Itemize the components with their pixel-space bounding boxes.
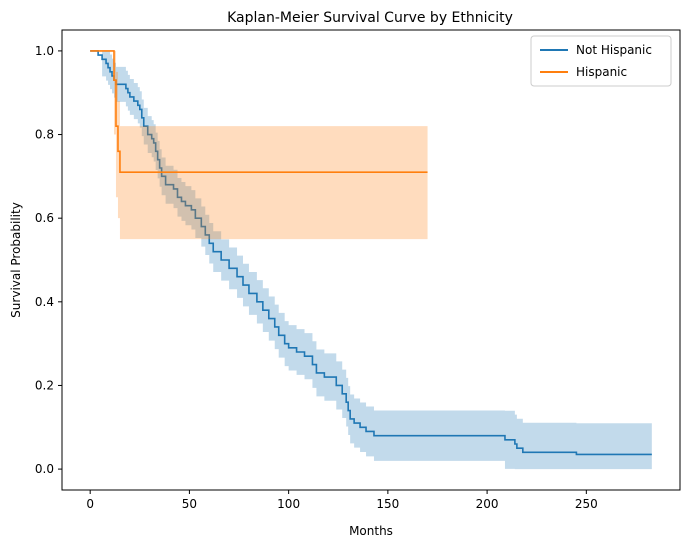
x-axis: 0 50 100 150 200 250 (86, 490, 598, 511)
x-tick-label: 0 (86, 497, 94, 511)
plot-area (90, 50, 652, 470)
y-tick-label: 0.4 (35, 295, 54, 309)
y-axis: 0.0 0.2 0.4 0.6 0.8 1.0 (35, 44, 62, 476)
x-tick-label: 150 (376, 497, 399, 511)
x-tick-label: 250 (575, 497, 598, 511)
y-tick-label: 0.2 (35, 378, 54, 392)
y-axis-label: Survival Probability (9, 202, 23, 318)
legend-label-hispanic: Hispanic (576, 65, 627, 79)
legend-box (530, 35, 672, 87)
y-tick-label: 0.8 (35, 128, 54, 142)
survival-curve-not-hispanic (90, 50, 652, 456)
x-axis-label: Months (349, 524, 393, 538)
x-tick-label: 50 (182, 497, 197, 511)
y-tick-label: 1.0 (35, 44, 54, 58)
y-tick-label: 0.6 (35, 211, 54, 225)
legend-label-not-hispanic: Not Hispanic (576, 43, 652, 57)
confidence-band-hispanic (114, 50, 428, 240)
survival-curve-hispanic (90, 50, 428, 173)
y-tick-label: 0.0 (35, 462, 54, 476)
legend: Not Hispanic Hispanic (530, 35, 672, 87)
x-tick-label: 100 (277, 497, 300, 511)
chart-title: Kaplan-Meier Survival Curve by Ethnicity (227, 10, 513, 26)
confidence-band-not-hispanic (90, 50, 652, 470)
x-tick-label: 200 (476, 497, 499, 511)
axes-frame (61, 29, 681, 491)
